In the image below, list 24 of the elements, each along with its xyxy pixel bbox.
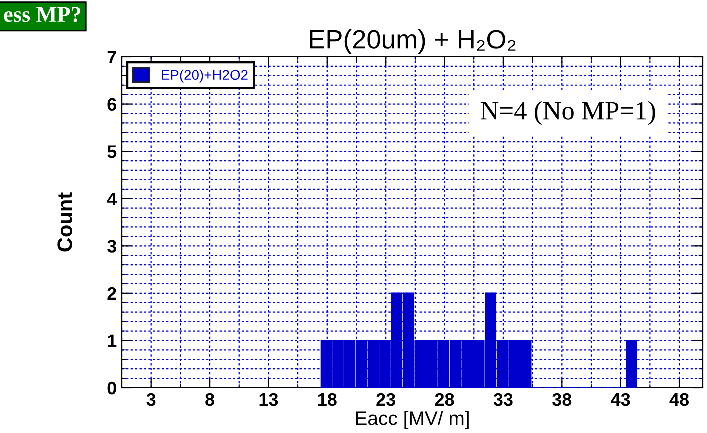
x-axis-title: Eacc [MV/ m] — [356, 411, 469, 430]
y-tick-label: 4 — [107, 192, 118, 206]
x-tick-label: 48 — [670, 393, 690, 406]
x-tick-label: 18 — [318, 393, 337, 406]
x-tick-label: 38 — [552, 393, 572, 406]
y-tick-label: 5 — [108, 146, 117, 158]
x-tick-label: 3 — [146, 393, 156, 406]
x-tick-label: 8 — [206, 393, 214, 406]
text: ess MP? — [4, 7, 81, 22]
x-tick-label: 13 — [260, 393, 278, 406]
y-tick-label: 3 — [108, 240, 116, 253]
x-tick-label: 23 — [376, 393, 396, 406]
x-tick-label: 43 — [611, 393, 630, 406]
x-tick-label: 28 — [435, 393, 454, 406]
annotation: N=4 (No MP=1) — [480, 101, 656, 126]
chart-title: EP(20um) + H₂O₂ — [310, 30, 516, 54]
x-tick-label: 33 — [494, 393, 513, 406]
y-tick-label: 1 — [108, 334, 117, 348]
y-axis-title: Count — [58, 192, 72, 252]
y-tick-label: 6 — [108, 98, 116, 112]
legend-label: EP(20)+H2O2 — [162, 70, 248, 83]
y-tick-label: 2 — [108, 287, 116, 300]
y-tick-label: 0 — [108, 382, 116, 395]
y-tick-label: 7 — [108, 51, 116, 64]
